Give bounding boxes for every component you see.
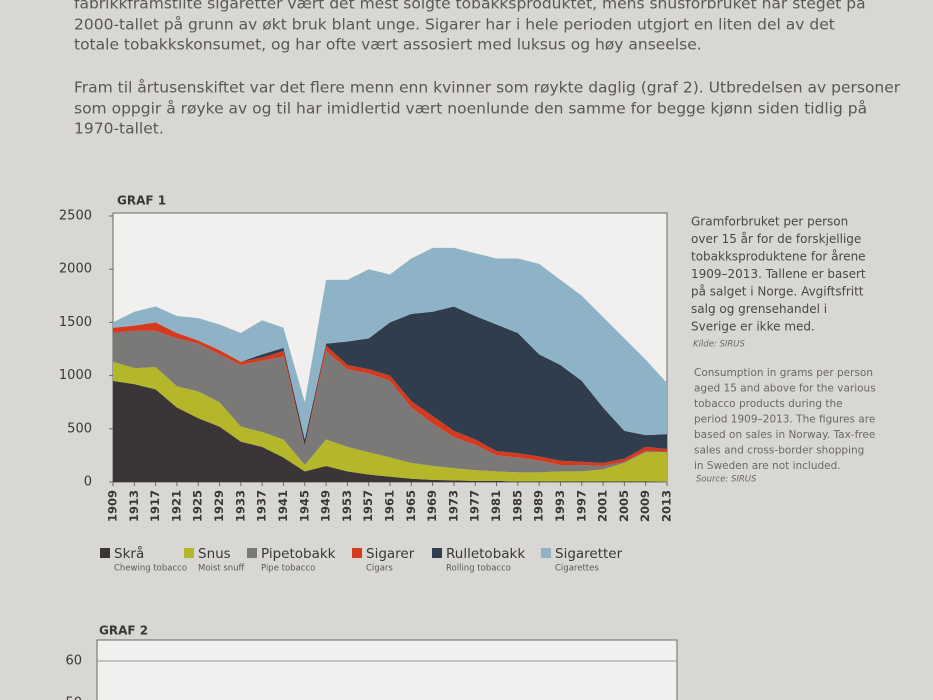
x-tick-label: 1985	[510, 490, 524, 522]
note-source: Kilde: SIRUS	[693, 340, 746, 350]
y-tick-label: 1500	[59, 315, 92, 330]
x-tick-label: 1989	[532, 490, 546, 522]
x-tick-label: 2013	[660, 490, 674, 522]
y-tick-label: 2000	[59, 262, 92, 277]
note-line-en: tobacco products during the	[694, 398, 843, 410]
legend-sublabel: Chewing tobacco	[114, 564, 187, 574]
legend-swatch	[184, 548, 194, 558]
y-tick-label: 1000	[59, 368, 92, 383]
legend-label: Sigarer	[366, 546, 415, 562]
x-tick-label: 1909	[106, 490, 120, 522]
x-tick-label: 1929	[212, 490, 226, 522]
x-tick-label: 1953	[340, 490, 354, 522]
x-tick-label: 1925	[191, 490, 205, 522]
y-tick-label: 60	[65, 654, 82, 669]
intro-line: som oppgir å røyke av og til har imidler…	[74, 100, 867, 118]
plot-background	[96, 639, 678, 700]
chart-title: GRAF 1	[117, 194, 166, 208]
x-tick-label: 1937	[255, 490, 269, 522]
x-tick-label: 1977	[468, 490, 482, 522]
x-tick-label: 2005	[617, 490, 631, 522]
note-line-en: in Sweden are not included.	[694, 460, 841, 472]
area	[113, 247, 667, 440]
legend-swatch	[541, 548, 551, 558]
legend-sublabel: Cigars	[366, 564, 393, 574]
intro-line: totale tobakkskonsumet, og har ofte vært…	[74, 36, 702, 54]
y-tick-label: 0	[84, 475, 92, 490]
x-tick-label: 1961	[383, 490, 397, 522]
legend-label: Skrå	[114, 545, 144, 562]
note-line: over 15 år for de forskjellige	[691, 232, 861, 246]
x-tick-label: 1945	[297, 490, 311, 522]
legend-label: Rulletobakk	[446, 546, 525, 562]
x-tick-label: 1949	[319, 490, 333, 522]
chart-title: GRAF 2	[99, 624, 148, 638]
note-line: tobakksproduktene for årene	[691, 250, 866, 264]
note-line: Sverige er ikke med.	[691, 320, 815, 334]
legend-sublabel: Moist snuff	[198, 564, 246, 574]
x-tick-label: 2001	[596, 490, 610, 522]
intro-line: 1970-tallet.	[74, 120, 164, 138]
note-line: salg og grensehandel i	[691, 302, 827, 316]
y-tick-label: 2500	[59, 209, 92, 224]
x-tick-label: 1965	[404, 490, 418, 522]
x-tick-label: 1957	[361, 490, 375, 522]
area	[113, 361, 667, 482]
legend-label: Pipetobakk	[261, 546, 336, 562]
legend-sublabel: Pipe tobacco	[261, 564, 315, 574]
area	[113, 380, 667, 482]
legend-label: Sigaretter	[555, 546, 623, 562]
intro-line: 2000-tallet på grunn av økt bruk blant u…	[74, 16, 835, 34]
note-line: Gramforbruket per person	[691, 215, 848, 229]
x-tick-label: 1973	[446, 490, 460, 522]
legend-sublabel: Rolling tobacco	[446, 564, 511, 574]
note-line: 1909–2013. Tallene er basert	[691, 267, 866, 281]
y-tick-label: 50	[65, 696, 82, 700]
x-tick-label: 1997	[574, 490, 588, 522]
note-line: på salget i Norge. Avgiftsfritt	[691, 285, 864, 299]
note-line-en: period 1909–2013. The figures are	[694, 414, 875, 426]
x-tick-label: 1913	[127, 490, 141, 522]
legend-swatch	[247, 548, 257, 558]
legend-label: Snus	[198, 546, 231, 562]
x-tick-label: 2009	[638, 490, 652, 522]
note-line-en: Consumption in grams per person	[694, 367, 873, 379]
intro-line: Fram til årtusenskiftet var det flere me…	[74, 79, 901, 97]
legend-swatch	[352, 548, 362, 558]
y-tick-label: 500	[67, 421, 92, 436]
x-tick-label: 1993	[553, 490, 567, 522]
x-tick-label: 1941	[276, 490, 290, 522]
legend-swatch	[100, 548, 110, 558]
intro-line: fabrikkframstilte sigaretter vært det me…	[74, 0, 866, 13]
note-line-en: aged 15 and above for the various	[694, 383, 876, 395]
x-tick-label: 1917	[148, 490, 162, 522]
x-tick-label: 1921	[169, 490, 183, 522]
note-source-en: Source: SIRUS	[696, 475, 757, 485]
x-tick-label: 1981	[489, 490, 503, 522]
legend-swatch	[432, 548, 442, 558]
area	[113, 306, 667, 463]
note-line-en: based on sales in Norway. Tax-free	[694, 429, 875, 441]
area	[113, 330, 667, 473]
legend-sublabel: Cigarettes	[555, 564, 599, 574]
x-tick-label: 1969	[425, 490, 439, 522]
x-tick-label: 1933	[233, 490, 247, 522]
note-line-en: sales and cross-border shopping	[694, 445, 864, 457]
